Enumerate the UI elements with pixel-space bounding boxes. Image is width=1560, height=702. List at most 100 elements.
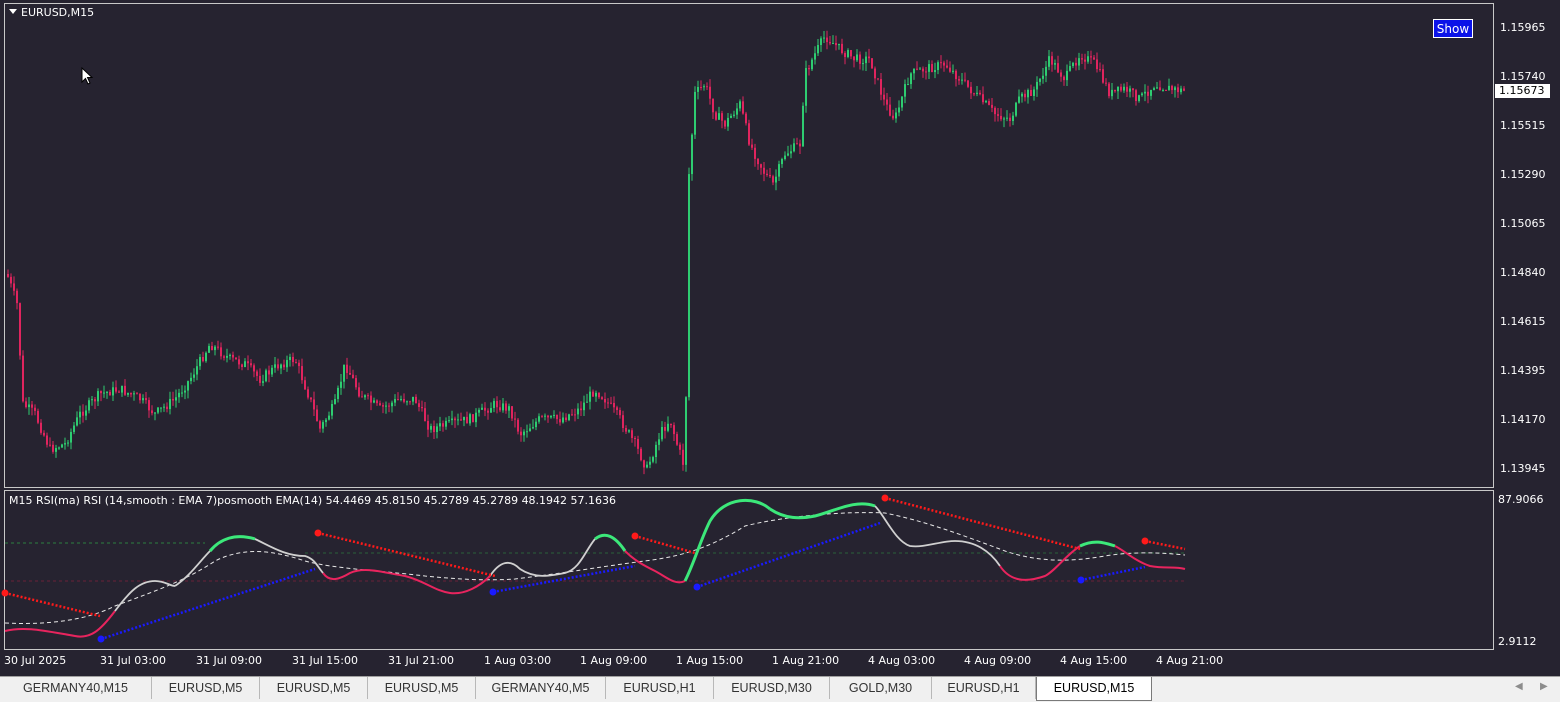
candle: [139, 393, 141, 404]
candle: [1129, 85, 1131, 98]
candle: [55, 444, 57, 458]
tab-eurusd-h1[interactable]: EURUSD,H1: [932, 677, 1036, 699]
candle: [1093, 55, 1095, 60]
candle: [958, 75, 960, 85]
candle: [889, 96, 891, 117]
candle: [709, 79, 711, 105]
candle: [1141, 92, 1143, 97]
tab-eurusd-m15[interactable]: EURUSD,M15: [1036, 677, 1152, 701]
candle: [871, 58, 873, 69]
candle: [859, 51, 861, 70]
candle: [1033, 86, 1035, 101]
candle: [334, 394, 336, 405]
candle: [169, 391, 171, 415]
candle: [844, 51, 846, 65]
candle: [232, 351, 234, 362]
candle: [148, 397, 150, 418]
candle: [538, 413, 540, 424]
candle: [412, 396, 414, 406]
candle: [478, 407, 480, 417]
candle: [694, 86, 696, 139]
candle: [1138, 94, 1140, 103]
candle: [265, 368, 267, 383]
triangle-right-icon[interactable]: ▶: [1540, 681, 1548, 692]
tab-germany40-m15[interactable]: GERMANY40,M15: [0, 677, 152, 699]
candle: [721, 110, 723, 129]
rsi-line-down: [322, 569, 491, 595]
candle: [877, 78, 879, 81]
chart-tab-bar: GERMANY40,M15 EURUSD,M5 EURUSD,M5 EURUSD,M5…: [0, 676, 1560, 702]
candle: [805, 60, 807, 113]
candle: [103, 385, 105, 398]
candle: [892, 109, 894, 121]
triangle-left-icon[interactable]: ◀: [1515, 681, 1523, 692]
rsi-line-down: [4, 610, 116, 638]
candle: [532, 419, 534, 430]
symbol-label[interactable]: EURUSD,M15: [9, 6, 94, 19]
candle: [88, 397, 90, 414]
tab-germany40-m5[interactable]: GERMANY40,M5: [476, 677, 606, 699]
tab-eurusd-h1[interactable]: EURUSD,H1: [606, 677, 714, 699]
candle: [172, 391, 174, 406]
candle: [838, 43, 840, 50]
candle: [784, 151, 786, 161]
dropdown-triangle-icon[interactable]: [9, 9, 17, 14]
candle: [325, 417, 327, 427]
candle: [19, 302, 21, 360]
time-tick-label: 4 Aug 09:00: [964, 654, 1032, 667]
chart-window[interactable]: EURUSD,M15 Show 1.15965 1.15740 1.15515 1.1…: [0, 0, 1560, 676]
candle: [730, 113, 732, 119]
rsi-pane[interactable]: [1, 490, 1494, 650]
candle: [82, 404, 84, 423]
candle: [301, 358, 303, 384]
candle: [31, 400, 33, 416]
candle: [64, 437, 66, 450]
candle: [382, 402, 384, 414]
candle: [10, 273, 12, 288]
tab-eurusd-m30[interactable]: EURUSD,M30: [714, 677, 830, 699]
rsi-indicator: [1, 494, 1186, 643]
upper-trend-dots-start: [1141, 537, 1149, 545]
candle: [835, 35, 837, 51]
tab-eurusd-m5[interactable]: EURUSD,M5: [368, 677, 476, 699]
candle: [124, 379, 126, 396]
price-tick-label: 1.14395: [1500, 364, 1546, 377]
candle: [322, 420, 324, 433]
candle: [685, 396, 687, 472]
candle: [121, 385, 123, 397]
tab-gold-m30[interactable]: GOLD,M30: [830, 677, 932, 699]
candle: [214, 345, 216, 356]
candle: [211, 341, 213, 351]
candle: [283, 359, 285, 370]
candle: [94, 397, 96, 410]
candle: [520, 427, 522, 442]
candle: [1078, 52, 1080, 71]
candle: [160, 407, 162, 413]
tab-eurusd-m5[interactable]: EURUSD,M5: [260, 677, 368, 699]
price-pane[interactable]: [4, 3, 1494, 488]
candle: [1048, 49, 1050, 71]
tab-eurusd-m5[interactable]: EURUSD,M5: [152, 677, 260, 699]
candle: [988, 98, 990, 106]
candle: [319, 419, 321, 433]
candle: [1135, 88, 1137, 106]
candle: [1111, 82, 1113, 100]
candle: [1003, 116, 1005, 128]
candle: [100, 390, 102, 402]
price-tick-label: 1.15290: [1500, 168, 1546, 181]
candle: [670, 423, 672, 428]
rsi-signal-line: [4, 512, 1186, 624]
candle: [253, 363, 255, 378]
candle: [331, 400, 333, 420]
candle: [184, 385, 186, 400]
show-button[interactable]: Show: [1433, 19, 1473, 38]
symbol-text: EURUSD,M15: [21, 6, 95, 19]
candle: [544, 413, 546, 421]
rsi-line-down: [624, 550, 686, 584]
candle: [388, 402, 390, 413]
candle: [1051, 51, 1053, 72]
candle: [379, 400, 381, 406]
rsi-line-up: [769, 502, 876, 520]
candle: [592, 389, 594, 397]
candle: [127, 392, 129, 398]
